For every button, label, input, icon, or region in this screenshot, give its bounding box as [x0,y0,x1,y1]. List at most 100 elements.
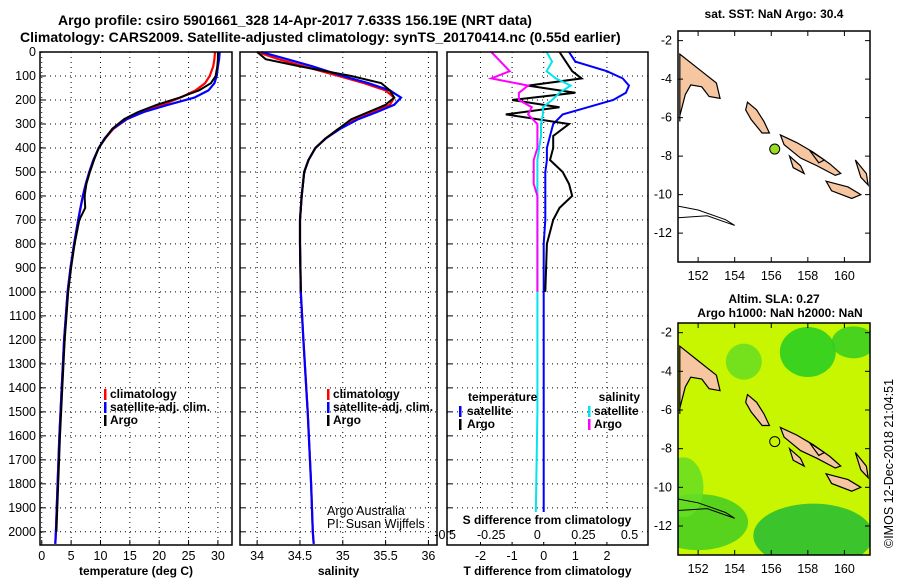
x-tick-label: 1 [572,549,579,563]
series-s-argo [487,51,539,292]
plot-border [239,51,438,546]
x2-tick-label: -0.25 [477,528,506,542]
x-tick-label: 20 [152,549,166,563]
depth-tick-label: 0 [29,45,36,59]
x-tick-label: 30 [211,549,225,563]
x2-tick-label: -0.5 [434,528,456,542]
lon-tick-label: 152 [688,562,709,576]
legend-swatch [327,389,330,400]
depth-tick-label: 100 [15,69,36,83]
island [788,446,806,468]
map-title: Altim. SLA: 0.27 [728,292,820,306]
x-axis-label: temperature (deg C) [79,564,193,578]
island [809,149,826,164]
series-argo [256,51,396,292]
reef-outline [678,205,735,226]
depth-tick-label: 1300 [8,357,36,371]
depth-tick-label: 900 [15,261,36,275]
lon-tick-label: 156 [761,562,782,576]
lat-tick-label: -4 [661,72,672,86]
sla-anomaly-patch [779,327,836,377]
island [809,442,826,457]
series-satellite-adj-clim- [261,50,403,544]
island [745,101,771,134]
x2-tick-label: 0.5 [621,528,638,542]
sla-anomaly-patch [753,503,870,555]
lon-tick-label: 158 [797,562,818,576]
lat-tick-label: -6 [661,111,672,125]
legend-label: satellite-adj. clim. [110,400,210,414]
x-axis-label: T difference from climatology [463,564,631,578]
map-area [678,31,870,262]
x-tick-label: 10 [94,549,108,563]
depth-tick-label: 1100 [9,309,36,323]
x2-tick-label: 0 [534,528,541,542]
depth-tick-label: 400 [15,141,36,155]
legend-label: climatology [110,387,177,401]
island [854,452,870,480]
legend-swatch [327,402,330,413]
x-tick-label: 25 [182,549,196,563]
depth-tick-label: 500 [15,165,36,179]
depth-tick-label: 300 [15,117,36,131]
x-tick-label: 15 [123,549,137,563]
title-line2: Climatology: CARS2009. Satellite-adjuste… [20,29,621,45]
depth-tick-label: 200 [15,93,36,107]
lat-tick-label: -12 [654,226,672,240]
depth-tick-label: 700 [15,213,36,227]
temperature-panel: 0100200300400500600700800900100011001200… [8,45,233,578]
map-border [677,30,871,263]
depth-tick-label: 1400 [8,381,36,395]
x-tick-label: 0 [38,549,45,563]
lat-tick-label: -10 [654,188,672,202]
legend-swatch [104,389,107,400]
copyright-footer: ©IMOS 12-Dec-2018 21:04:51 [882,379,896,548]
depth-tick-label: 1700 [8,453,36,467]
lat-tick-label: -12 [654,519,672,533]
reef-outline [678,498,735,519]
x-tick-label: 0 [540,549,547,563]
x-tick-label: -2 [475,549,486,563]
x2-axis-label: S difference from climatology [463,513,632,527]
sst-map-panel: 152 154 156 158 160 -2 -4 -6 -8 -10 -12 sat. SST: N… [654,7,871,283]
map-title: sat. SST: NaN Argo: 30.4 [705,7,844,21]
legend-label: satellite-adj. clim. [333,400,433,414]
island [788,154,806,175]
salinity-panel: 34 34.5 35 35.5 36 salinity climatologysatelli… [239,50,438,578]
argo-float-marker [769,143,781,155]
legend-swatch [104,415,107,426]
island [854,159,870,187]
legend-label: Argo [110,413,138,427]
map-subtitle: Argo h1000: NaN h2000: NaN [697,306,862,320]
island [824,180,863,200]
plot-border [446,51,649,546]
lat-tick-label: -2 [661,34,672,48]
x-tick-label: 2 [603,549,610,563]
difference-panel: -2 -1 0 1 2T difference from climatology S di… [434,51,649,578]
x-tick-label: 34 [250,549,264,563]
argo-float-marker [769,436,781,448]
legend-swatch [104,402,107,413]
series-t-argo [505,51,585,292]
depth-tick-label: 1500 [8,405,36,419]
series-argo [55,52,219,532]
legend-label: satellite [467,404,512,418]
series-climatology [54,51,217,544]
depth-tick-label: 1800 [8,477,36,491]
title-line1: Argo profile: csiro 5901661_328 14-Apr-2… [58,12,532,28]
legend-label: satellite [594,404,639,418]
depth-tick-label: 1200 [8,333,36,347]
depth-tick-label: 1600 [8,429,36,443]
series-t-satellite [542,51,631,532]
lat-tick-label: -10 [654,480,672,494]
annotation-text: PI: Susan Wijffels [327,517,425,531]
island [779,133,842,177]
legend-label: Argo [333,413,361,427]
annotation-text: Argo Australia [327,504,405,518]
lon-tick-label: 158 [797,269,818,283]
x-tick-label: 35.5 [373,549,397,563]
lat-tick-label: -8 [661,149,672,163]
legend-title-temperature: temperature [468,390,538,404]
x-tick-label: 5 [68,549,75,563]
